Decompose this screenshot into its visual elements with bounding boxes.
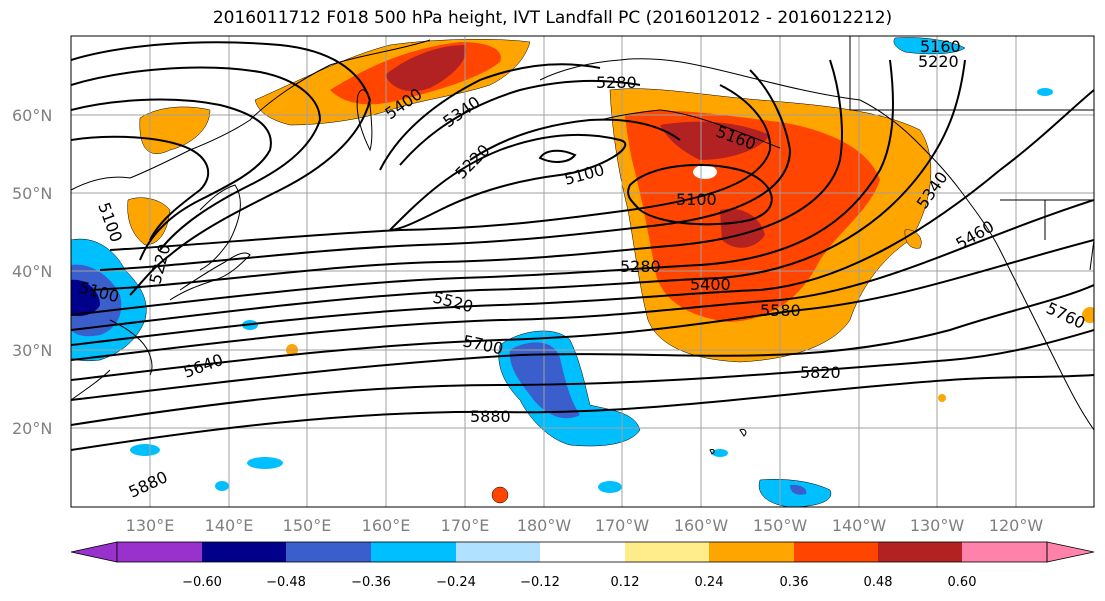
- positive-ivt-region: [938, 394, 946, 402]
- lon-label: 160°E: [362, 516, 411, 535]
- lon-label: 170°E: [441, 516, 490, 535]
- positive-ivt-region: [693, 165, 717, 179]
- lon-label: 140°E: [205, 516, 254, 535]
- colorbar-label: 0.36: [780, 575, 809, 590]
- positive-ivt-region: [139, 106, 211, 154]
- longitude-labels: 130°E 140°E 150°E 160°E 170°E 180°W 170°…: [126, 516, 1044, 535]
- height-contours: [71, 41, 1094, 451]
- lon-label: 130°E: [126, 516, 175, 535]
- positive-ivt-region: [1082, 307, 1094, 323]
- colorbar-label: 0.48: [864, 575, 893, 590]
- colorbar-label: 0.60: [948, 575, 977, 590]
- negative-ivt-region: [598, 481, 622, 493]
- contour-label: 5220: [918, 52, 959, 71]
- colorbar-swatch: [540, 542, 625, 562]
- colorbar-label: −0.48: [266, 575, 306, 590]
- colorbar-swatch: [962, 542, 1047, 562]
- lon-label: 180°W: [517, 516, 572, 535]
- negative-ivt-region: [790, 484, 807, 495]
- colorbar-swatch: [286, 542, 371, 562]
- negative-ivt-region: [509, 342, 580, 419]
- colorbar-label: 0.12: [611, 575, 640, 590]
- negative-ivt-region: [247, 457, 283, 469]
- colorbar-extend-min: [70, 541, 118, 563]
- lat-label: 20°N: [12, 419, 52, 438]
- colorbar-label: −0.12: [520, 575, 560, 590]
- negative-ivt-region: [712, 449, 728, 457]
- lat-label: 50°N: [12, 184, 52, 203]
- negative-ivt-region: [893, 37, 966, 55]
- contour-label: 5280: [596, 73, 637, 92]
- positive-ivt-region: [660, 121, 770, 160]
- colorbar-label: −0.60: [182, 575, 222, 590]
- negative-ivt-region: [71, 279, 100, 317]
- colorbar-swatch: [371, 542, 456, 562]
- lat-label: 60°N: [12, 106, 52, 125]
- colorbar-swatch: [202, 542, 286, 562]
- colorbar-outline: [116, 541, 1048, 563]
- colorbar-swatch: [878, 542, 962, 562]
- colorbar-swatch: [794, 542, 878, 562]
- colorbar-swatch: [709, 542, 794, 562]
- contour-label: 5400: [690, 275, 731, 294]
- lat-label: 40°N: [12, 262, 52, 281]
- positive-ivt-region: [491, 486, 509, 504]
- lon-label: 150°W: [753, 516, 808, 535]
- contour-label: 5820: [800, 363, 841, 382]
- colorbar-labels: −0.60 −0.48 −0.36 −0.24 −0.12 0.12 0.24 …: [182, 575, 976, 590]
- lon-label: 130°W: [910, 516, 965, 535]
- positive-ivt-region: [385, 45, 466, 92]
- colorbar-swatch: [117, 542, 202, 562]
- colorbar: −0.60 −0.48 −0.36 −0.24 −0.12 0.12 0.24 …: [70, 541, 1095, 590]
- contour-label: 5580: [760, 301, 801, 320]
- colorbar-extend-max: [1046, 541, 1095, 563]
- lon-label: 170°W: [595, 516, 650, 535]
- colorbar-label: 0.24: [695, 575, 724, 590]
- lon-label: 150°E: [283, 516, 332, 535]
- colorbar-swatch: [625, 542, 709, 562]
- contour-label: 5100: [676, 190, 717, 209]
- latitude-labels: 60°N 50°N 40°N 30°N 20°N: [12, 106, 52, 438]
- colorbar-label: −0.24: [436, 575, 476, 590]
- lon-label: 160°W: [674, 516, 729, 535]
- negative-ivt-region: [1037, 88, 1053, 96]
- negative-ivt-region: [215, 481, 229, 491]
- map-frame: [70, 35, 1095, 508]
- map-title: 2016011712 F018 500 hPa height, IVT Land…: [212, 8, 893, 28]
- lon-label: 120°W: [989, 516, 1044, 535]
- contour-label: 5280: [620, 257, 661, 276]
- lon-label: 140°W: [832, 516, 887, 535]
- lat-label: 30°N: [12, 341, 52, 360]
- colorbar-label: −0.36: [351, 575, 391, 590]
- colorbar-swatch: [456, 542, 540, 562]
- contour-label: 5160: [920, 37, 961, 56]
- contour-label: 5880: [470, 407, 511, 426]
- negative-ivt-region: [130, 444, 160, 456]
